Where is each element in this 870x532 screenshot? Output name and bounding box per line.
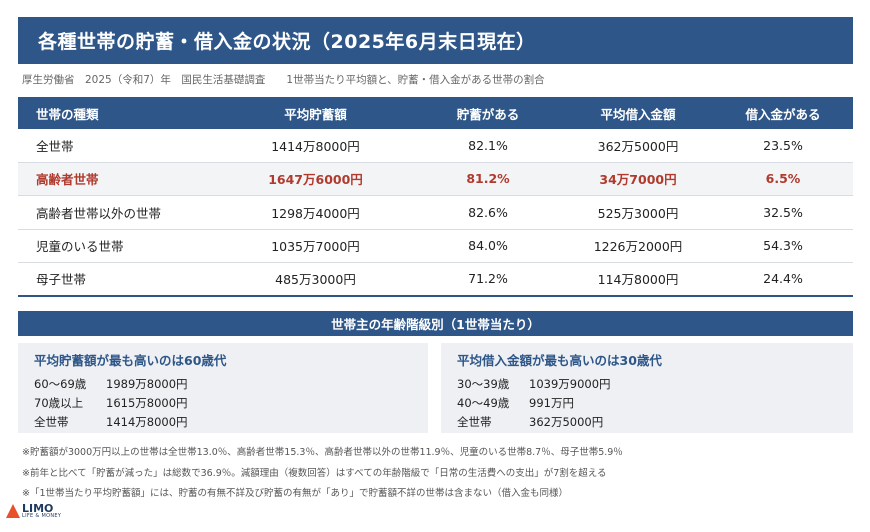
header-has-debt: 借入金がある — [745, 106, 821, 122]
amount-value: 1039万9000円 — [529, 377, 611, 391]
age-label: 60～69歳 — [34, 377, 87, 391]
cell-has-savings: 82.1% — [468, 137, 508, 153]
table-row-highlighted: 高齢者世帯 1647万6000円 81.2% 34万7000円 6.5% — [18, 162, 853, 196]
cell-has-debt: 24.4% — [763, 271, 803, 287]
header-has-savings: 貯蓄がある — [456, 106, 520, 122]
cell-avg-savings: 1414万8000円 — [271, 138, 360, 154]
cell-has-debt: 23.5% — [763, 137, 803, 153]
list-item: 30～39歳 1039万9000円 — [457, 375, 837, 394]
amount-value: 1414万8000円 — [106, 415, 188, 429]
cell-avg-savings: 1298万4000円 — [271, 205, 360, 221]
age-label: 70歳以上 — [34, 396, 84, 410]
list-item: 全世帯 362万5000円 — [457, 413, 837, 432]
cell-avg-debt: 525万3000円 — [597, 205, 679, 221]
cell-avg-debt: 34万7000円 — [599, 172, 677, 188]
footnote: ※「1世帯当たり平均貯蓄額」には、貯蓄の有無不詳及び貯蓄の有無が「あり」で貯蓄額… — [22, 488, 569, 499]
table-header-row: 世帯の種類 平均貯蓄額 貯蓄がある 平均借入金額 借入金がある — [18, 97, 853, 129]
footnote: ※前年と比べて「貯蓄が減った」は総数で36.9％。減額理由（複数回答）はすべての… — [22, 467, 607, 479]
age-label: 全世帯 — [457, 415, 492, 429]
amount-value: 1989万8000円 — [106, 377, 188, 391]
savings-debt-table: 世帯の種類 平均貯蓄額 貯蓄がある 平均借入金額 借入金がある 全世帯 1414… — [18, 97, 853, 297]
cell-has-debt: 6.5% — [765, 171, 801, 187]
footnote: ※貯蓄額が3000万円以上の世帯は全世帯13.0％、高齢者世帯15.3％、高齢者… — [22, 447, 623, 458]
cell-avg-debt: 114万8000円 — [597, 272, 679, 288]
table-row: 母子世帯 485万3000円 71.2% 114万8000円 24.4% — [18, 263, 853, 297]
logo-name: LIMO — [22, 502, 54, 515]
amount-value: 362万5000円 — [529, 415, 604, 429]
list-item: 全世帯 1414万8000円 — [34, 413, 412, 432]
list-item: 40～49歳 991万円 — [457, 394, 837, 413]
cell-avg-debt: 362万5000円 — [597, 138, 679, 154]
limo-logo: LIMO LIFE & MONEY — [6, 503, 61, 519]
cell-has-savings: 81.2% — [466, 171, 510, 187]
table-row: 児童のいる世帯 1035万7000円 84.0% 1226万2000円 54.3… — [18, 230, 853, 263]
cell-has-debt: 54.3% — [763, 238, 803, 254]
logo-tagline: LIFE & MONEY — [22, 513, 62, 519]
age-label: 30～39歳 — [457, 377, 510, 391]
source-note: 厚生労働省 2025（令和7）年 国民生活基礎調査 1世帯当たり平均額と、貯蓄・… — [22, 74, 545, 86]
cell-has-savings: 82.6% — [468, 204, 508, 220]
savings-panel-title: 平均貯蓄額が最も高いのは60歳代 — [34, 353, 227, 368]
age-label: 全世帯 — [34, 415, 69, 429]
limo-logo-icon — [6, 504, 20, 518]
cell-household-type: 母子世帯 — [36, 272, 87, 288]
cell-household-type: 児童のいる世帯 — [36, 239, 124, 255]
list-item: 60～69歳 1989万8000円 — [34, 375, 412, 394]
amount-value: 991万円 — [529, 396, 574, 410]
footnotes: ※貯蓄額が3000万円以上の世帯は全世帯13.0％、高齢者世帯15.3％、高齢者… — [22, 443, 623, 505]
cell-has-savings: 84.0% — [468, 238, 508, 254]
cell-avg-debt: 1226万2000円 — [593, 239, 683, 255]
debt-panel-title: 平均借入金額が最も高いのは30歳代 — [457, 353, 662, 368]
cell-avg-savings: 1647万6000円 — [268, 172, 363, 188]
savings-by-age-panel: 平均貯蓄額が最も高いのは60歳代 60～69歳 1989万8000円 70歳以上… — [18, 343, 428, 433]
page-title: 各種世帯の貯蓄・借入金の状況（2025年6月末日現在） — [18, 17, 853, 64]
cell-has-debt: 32.5% — [763, 204, 803, 220]
header-household-type: 世帯の種類 — [36, 106, 99, 122]
table-row: 高齢者世帯以外の世帯 1298万4000円 82.6% 525万3000円 32… — [18, 196, 853, 230]
cell-household-type: 高齢者世帯 — [36, 172, 99, 188]
list-item: 70歳以上 1615万8000円 — [34, 394, 412, 413]
header-avg-savings: 平均貯蓄額 — [284, 106, 347, 122]
amount-value: 1615万8000円 — [106, 396, 188, 410]
table-row: 全世帯 1414万8000円 82.1% 362万5000円 23.5% — [18, 129, 853, 163]
cell-avg-savings: 485万3000円 — [275, 272, 356, 288]
cell-household-type: 高齢者世帯以外の世帯 — [36, 205, 162, 221]
age-section-title: 世帯主の年齢階級別（1世帯当たり） — [18, 311, 853, 336]
header-avg-debt: 平均借入金額 — [600, 106, 676, 122]
cell-household-type: 全世帯 — [36, 138, 74, 154]
age-label: 40～49歳 — [457, 396, 510, 410]
cell-has-savings: 71.2% — [468, 271, 508, 287]
cell-avg-savings: 1035万7000円 — [271, 239, 360, 255]
debt-by-age-panel: 平均借入金額が最も高いのは30歳代 30～39歳 1039万9000円 40～4… — [441, 343, 853, 433]
page-title-text: 各種世帯の貯蓄・借入金の状況（2025年6月末日現在） — [38, 31, 536, 53]
